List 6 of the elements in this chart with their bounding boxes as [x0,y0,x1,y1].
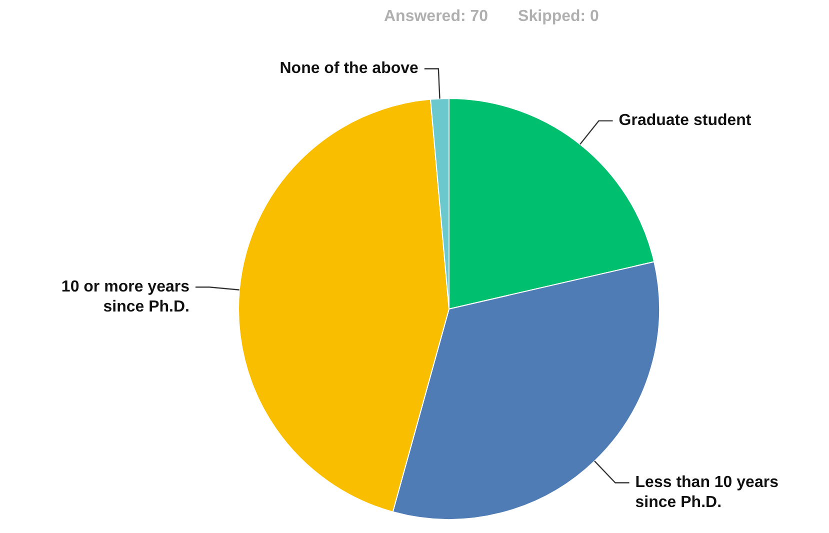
text: Answered: 70 [384,8,488,25]
slice-label: Less than 10 years since Ph.D. [635,474,779,512]
slice-label: Graduate student [618,112,752,130]
text: Skipped: 0 [518,8,599,25]
slice-label: None of the above [280,60,419,78]
slice-label: 10 or more years since Ph.D. [61,278,190,316]
